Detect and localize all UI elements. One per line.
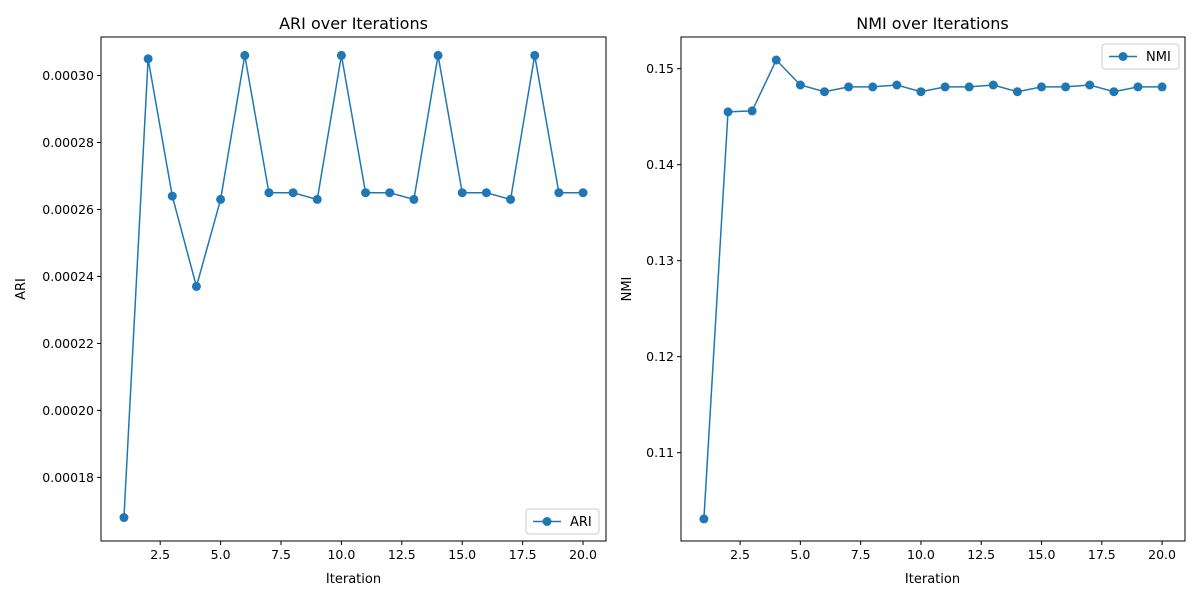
- nmi-y-tick-label: 0.14: [646, 157, 674, 172]
- ari-y-tick-label: 0.00024: [42, 269, 94, 284]
- ari-data-point: [457, 188, 467, 198]
- ari-data-point: [336, 50, 346, 60]
- nmi-y-tick-label: 0.11: [646, 445, 674, 460]
- ari-y-axis-label: ARI: [14, 278, 29, 300]
- nmi-data-point: [988, 80, 998, 90]
- nmi-data-point: [795, 80, 805, 90]
- ari-data-point: [554, 188, 564, 198]
- ari-data-point: [433, 50, 443, 60]
- nmi-data-point: [1085, 80, 1095, 90]
- ari-x-ticks: 2.5 5.0 7.5 10.0 12.5 15.0 17.5 20.0: [150, 541, 597, 562]
- nmi-x-tick-label: 7.5: [851, 547, 871, 562]
- nmi-data-point: [747, 106, 757, 116]
- ari-data-point: [578, 188, 588, 198]
- ari-data-point: [530, 50, 540, 60]
- ari-data-point: [385, 188, 395, 198]
- nmi-data-point: [699, 514, 709, 524]
- nmi-x-tick-label: 15.0: [1028, 547, 1056, 562]
- nmi-data-point: [940, 82, 950, 92]
- nmi-data-point: [771, 55, 781, 65]
- ari-legend-marker: [542, 517, 552, 526]
- nmi-data-point: [1157, 82, 1167, 92]
- ari-y-ticks: 0.00018 0.00020 0.00022 0.00024 0.00026 0.000…: [42, 68, 101, 485]
- nmi-data-point: [819, 87, 829, 97]
- nmi-chart-title: NMI over Iterations: [856, 14, 1009, 33]
- nmi-data-point: [892, 80, 902, 90]
- nmi-x-axis-label: Iteration: [905, 572, 960, 587]
- ari-chart-title: ARI over Iterations: [279, 14, 428, 33]
- nmi-y-ticks: 0.11 0.12 0.13 0.14 0.15: [646, 61, 681, 460]
- ari-data-point: [240, 50, 250, 60]
- ari-series: [119, 50, 588, 523]
- nmi-legend-label: NMI: [1146, 50, 1171, 65]
- ari-x-tick-label: 2.5: [150, 547, 170, 562]
- ari-data-point: [481, 188, 491, 198]
- ari-x-tick-label: 10.0: [327, 547, 355, 562]
- ari-data-point: [191, 281, 201, 291]
- nmi-legend-box: [1101, 43, 1180, 70]
- ari-data-point: [167, 191, 177, 201]
- ari-legend-label: ARI: [570, 515, 592, 530]
- nmi-legend-marker: [1118, 52, 1128, 61]
- ari-data-point: [409, 194, 419, 204]
- nmi-x-tick-label: 20.0: [1148, 547, 1176, 562]
- nmi-data-point: [868, 82, 878, 92]
- ari-x-tick-label: 15.0: [448, 547, 476, 562]
- nmi-data-point: [964, 82, 974, 92]
- nmi-data-point: [1109, 87, 1119, 97]
- ari-y-tick-label: 0.00030: [42, 68, 94, 83]
- nmi-y-axis-label: NMI: [620, 277, 635, 302]
- ari-x-tick-label: 17.5: [509, 547, 537, 562]
- nmi-y-tick-label: 0.12: [646, 349, 674, 364]
- nmi-y-tick-label: 0.13: [646, 253, 674, 268]
- ari-data-point: [288, 188, 298, 198]
- ari-legend-box: [525, 508, 600, 535]
- ari-y-tick-label: 0.00026: [42, 202, 94, 217]
- ari-data-point: [312, 194, 322, 204]
- ari-data-point: [361, 188, 371, 198]
- ari-data-point: [143, 54, 153, 64]
- ari-x-tick-label: 12.5: [388, 547, 416, 562]
- nmi-data-point: [1037, 82, 1047, 92]
- ari-legend: ARI: [525, 508, 600, 535]
- nmi-x-tick-label: 5.0: [790, 547, 810, 562]
- ari-y-tick-label: 0.00020: [42, 403, 94, 418]
- ari-y-tick-label: 0.00028: [42, 135, 94, 150]
- ari-plot-frame: [100, 36, 607, 542]
- ari-x-tick-label: 20.0: [569, 547, 597, 562]
- nmi-data-point: [723, 107, 733, 117]
- nmi-x-ticks: 2.5 5.0 7.5 10.0 12.5 15.0 17.5 20.0: [730, 541, 1176, 562]
- ari-y-tick-label: 0.00022: [42, 336, 94, 351]
- nmi-data-point: [1061, 82, 1071, 92]
- nmi-plot-frame: [680, 36, 1186, 542]
- nmi-x-tick-label: 2.5: [730, 547, 750, 562]
- ari-y-tick-label: 0.00018: [42, 470, 94, 485]
- nmi-x-tick-label: 17.5: [1088, 547, 1116, 562]
- ari-x-tick-label: 5.0: [211, 547, 231, 562]
- ari-data-point: [264, 188, 274, 198]
- nmi-legend: NMI: [1101, 43, 1180, 70]
- nmi-x-tick-label: 12.5: [967, 547, 995, 562]
- nmi-series: [699, 55, 1167, 524]
- nmi-data-point: [916, 87, 926, 97]
- ari-x-tick-label: 7.5: [271, 547, 291, 562]
- ari-x-axis-label: Iteration: [326, 572, 381, 587]
- ari-data-point: [119, 513, 129, 523]
- nmi-data-point: [844, 82, 854, 92]
- nmi-data-point: [1133, 82, 1143, 92]
- ari-panel: ARI over Iterations 2.5 5.0 7.5 10.0 12.5 15.…: [14, 14, 607, 587]
- nmi-panel: NMI over Iterations 2.5 5.0 7.5 10.0 12.5 15.…: [620, 14, 1186, 587]
- nmi-y-tick-label: 0.15: [646, 61, 674, 76]
- nmi-data-point: [1012, 87, 1022, 97]
- ari-data-point: [506, 194, 516, 204]
- ari-data-point: [216, 194, 226, 204]
- nmi-x-tick-label: 10.0: [907, 547, 935, 562]
